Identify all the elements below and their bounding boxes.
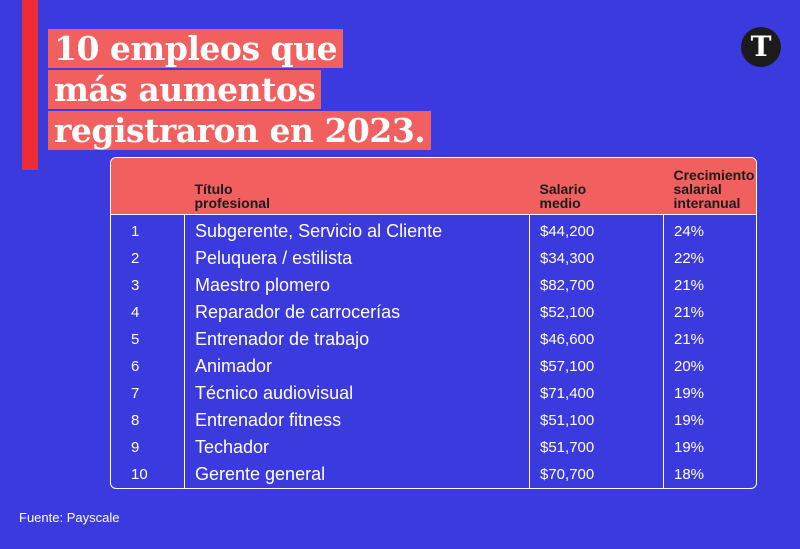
salary-growth: 22% bbox=[663, 244, 756, 272]
row-number: 1 bbox=[131, 222, 140, 240]
salary-growth: 20% bbox=[663, 352, 756, 380]
header-growth: Crecimiento salarial interanual bbox=[663, 158, 756, 215]
table-row: 5 Entrenador de trabajo $46,600 21% bbox=[111, 325, 756, 353]
salary-growth: 21% bbox=[663, 325, 756, 353]
salary-growth: 24% bbox=[663, 214, 756, 245]
header-number bbox=[111, 158, 185, 215]
job-title: Animador bbox=[184, 352, 530, 380]
row-number: 7 bbox=[131, 384, 140, 402]
job-title: Entrenador de trabajo bbox=[184, 325, 530, 353]
row-number: 2 bbox=[131, 249, 140, 267]
table-row: 4 Reparador de carrocerías $52,100 21% bbox=[111, 298, 756, 326]
job-title: Gerente general bbox=[184, 460, 530, 488]
salary-growth: 19% bbox=[663, 433, 756, 461]
header-salary: Salario medio bbox=[529, 158, 664, 215]
title-line-2: más aumentos bbox=[48, 69, 431, 110]
table-row: 10 Gerente general $70,700 18% bbox=[111, 460, 756, 488]
salary-growth: 21% bbox=[663, 298, 756, 326]
table-row: 9 Techador $51,700 19% bbox=[111, 433, 756, 461]
job-title: Reparador de carrocerías bbox=[184, 298, 530, 326]
row-number: 8 bbox=[131, 411, 140, 429]
row-number: 9 bbox=[131, 438, 140, 456]
table-header-row: Título profesional Salario medio Crecimien… bbox=[111, 158, 756, 215]
median-salary: $46,600 bbox=[529, 325, 664, 353]
job-title: Subgerente, Servicio al Cliente bbox=[184, 214, 530, 245]
median-salary: $44,200 bbox=[529, 214, 664, 245]
table-row: 8 Entrenador fitness $51,100 19% bbox=[111, 406, 756, 434]
title-line-3: registraron en 2023. bbox=[48, 110, 432, 151]
row-number: 10 bbox=[131, 465, 148, 483]
row-number: 6 bbox=[131, 357, 140, 375]
header-title: Título profesional bbox=[184, 158, 530, 215]
salary-growth: 21% bbox=[663, 271, 756, 299]
job-title: Entrenador fitness bbox=[184, 406, 530, 434]
source-note: Fuente: Payscale bbox=[19, 510, 120, 525]
median-salary: $51,700 bbox=[529, 433, 664, 461]
table-row: 1 Subgerente, Servicio al Cliente $44,20… bbox=[111, 214, 756, 245]
table-row: 7 Técnico audiovisual $71,400 19% bbox=[111, 379, 756, 407]
job-title: Técnico audiovisual bbox=[184, 379, 530, 407]
accent-bar bbox=[22, 0, 38, 170]
row-number: 4 bbox=[131, 303, 140, 321]
median-salary: $82,700 bbox=[529, 271, 664, 299]
job-title: Maestro plomero bbox=[184, 271, 530, 299]
salary-growth: 19% bbox=[663, 406, 756, 434]
job-title: Techador bbox=[184, 433, 530, 461]
row-number: 5 bbox=[131, 330, 140, 348]
salary-growth: 19% bbox=[663, 379, 756, 407]
median-salary: $51,100 bbox=[529, 406, 664, 434]
table-row: 3 Maestro plomero $82,700 21% bbox=[111, 271, 756, 299]
row-number: 3 bbox=[131, 276, 140, 294]
salary-growth: 18% bbox=[663, 460, 756, 488]
median-salary: $57,100 bbox=[529, 352, 664, 380]
job-title: Peluquera / estilista bbox=[184, 244, 530, 272]
page-title: 10 empleos que más aumentos registraron … bbox=[48, 28, 432, 151]
median-salary: $34,300 bbox=[529, 244, 664, 272]
jobs-table: Título profesional Salario medio Crecimien… bbox=[110, 157, 757, 489]
median-salary: $70,700 bbox=[529, 460, 664, 488]
title-line-1: 10 empleos que bbox=[48, 28, 431, 69]
median-salary: $52,100 bbox=[529, 298, 664, 326]
table-row: 6 Animador $57,100 20% bbox=[111, 352, 756, 380]
table-row: 2 Peluquera / estilista $34,300 22% bbox=[111, 244, 756, 272]
brand-logo-icon: T bbox=[741, 27, 781, 67]
median-salary: $71,400 bbox=[529, 379, 664, 407]
